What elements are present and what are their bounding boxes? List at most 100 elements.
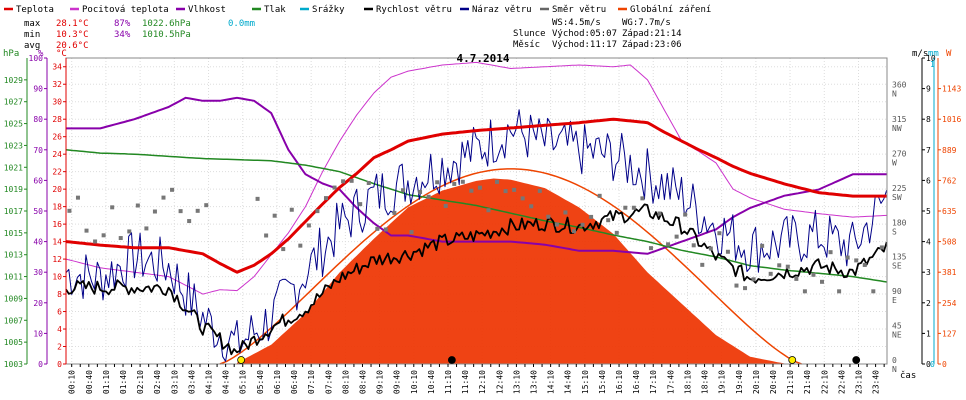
wind-direction-point	[178, 209, 183, 214]
wind-direction-point	[152, 209, 157, 214]
legend-item: Globální záření	[630, 5, 711, 15]
axis-tick-label: 1015	[4, 229, 23, 238]
axis-units: hPa % °C m/s mm W	[3, 49, 952, 59]
x-tick-label: 10:40	[427, 370, 436, 394]
legend-item: Směr větru	[552, 5, 606, 15]
direction-label: N	[892, 90, 897, 99]
astro-sun-rise: Východ:05:07	[552, 29, 617, 39]
astro-sun-label: Slunce	[513, 29, 546, 39]
wind-direction-point	[563, 210, 568, 215]
stat-min-hum: 34%	[114, 30, 131, 40]
wind-direction-point	[845, 255, 850, 260]
chart-title: 4.7.2014	[457, 52, 510, 65]
wind-direction-point	[606, 218, 611, 223]
axis-tick-label: 18	[52, 203, 62, 212]
astro-moon-rise: Východ:11:17	[552, 40, 617, 50]
wind-direction-point	[110, 205, 115, 210]
wind-direction-point	[418, 189, 423, 194]
astro-block: WS:4.5m/s WG:7.7m/s Slunce Východ:05:07 …	[513, 18, 682, 50]
wind-direction-point	[315, 209, 320, 214]
stat-min-label: min	[24, 30, 40, 40]
x-tick-label: 23:40	[872, 370, 881, 394]
x-tick-label: 13:10	[512, 370, 521, 394]
wind-direction-point	[623, 205, 628, 210]
x-tick-label: 15:10	[581, 370, 590, 394]
wind-direction-point	[255, 196, 260, 201]
wind-direction-point	[820, 279, 825, 284]
axis-tick-label: 0	[930, 360, 935, 369]
x-tick-label: 09:10	[376, 370, 385, 394]
wind-direction-point	[520, 196, 525, 201]
astro-ws: WS:4.5m/s	[552, 18, 601, 28]
direction-label: E	[892, 296, 897, 305]
wind-direction-point	[84, 228, 89, 233]
axis-tick-label: 1011	[4, 273, 23, 282]
wind-direction-point	[272, 213, 277, 218]
wind-direction-point	[871, 289, 876, 294]
wind-direction-point	[306, 223, 311, 228]
axis-tick-label: 1025	[4, 120, 23, 129]
axis-tick-label: 8	[926, 115, 931, 124]
wind-direction-point	[503, 189, 508, 194]
unit-mm: mm	[928, 49, 939, 59]
wind-direction-point	[657, 211, 662, 216]
axis-tick-label: 1016	[942, 115, 961, 124]
wind-direction-point	[794, 276, 799, 281]
wind-direction-point	[674, 234, 679, 239]
wind-direction-point	[127, 229, 132, 234]
series-rychlost-v-tru	[65, 203, 888, 356]
wind-direction-point	[392, 210, 397, 215]
x-tick-label: 19:10	[718, 370, 727, 394]
x-tick-label: 06:40	[290, 370, 299, 394]
stat-min-temp: 10.3°C	[56, 30, 89, 40]
legend-item: Rychlost větru	[376, 5, 452, 15]
wind-direction-point	[589, 214, 594, 219]
axis-tick-label: 30	[33, 268, 43, 277]
wind-direction-point	[400, 188, 405, 193]
wind-direction-point	[383, 227, 388, 232]
direction-degree-label: 0	[892, 356, 897, 365]
direction-label: W	[892, 158, 897, 167]
wind-direction-point	[204, 203, 209, 208]
wind-direction-point	[725, 249, 730, 254]
wind-direction-point	[135, 203, 140, 208]
wind-direction-point	[854, 258, 859, 263]
wind-direction-point	[537, 188, 542, 193]
wind-direction-point	[435, 180, 440, 185]
direction-degree-label: 225	[892, 184, 907, 193]
astro-moon-set: Západ:23:06	[622, 40, 682, 50]
axis-tick-label: 1021	[4, 163, 23, 172]
unit-ms: m/s	[912, 49, 928, 59]
wind-direction-point	[837, 289, 842, 294]
wind-direction-point	[349, 178, 354, 183]
axis-tick-label: 5	[926, 207, 931, 216]
axis-tick-label: 1019	[4, 185, 23, 194]
wind-direction-point	[751, 277, 756, 282]
axis-tick-label: 50	[33, 207, 43, 216]
stats-block: max 28.1°C 87% 1022.6hPa 0.0mm min 10.3°…	[24, 19, 255, 51]
wind-direction-point	[443, 203, 448, 208]
wind-direction-point	[195, 208, 200, 213]
wind-direction-point	[281, 247, 286, 252]
wind-direction-point	[289, 207, 294, 212]
direction-label: S	[892, 227, 897, 236]
wind-direction-point	[409, 230, 414, 235]
unit-w: W	[946, 49, 952, 59]
axis-tick-label: 26	[52, 133, 62, 142]
direction-degree-label: 360	[892, 81, 907, 90]
wind-direction-point	[768, 271, 773, 276]
x-tick-label: 19:40	[735, 370, 744, 394]
x-tick-label: 16:10	[615, 370, 624, 394]
axis-tick-label: 8	[57, 290, 62, 299]
x-tick-label: 14:40	[564, 370, 573, 394]
axis-tick-label: 1007	[4, 316, 23, 325]
x-tick-label: 16:40	[632, 370, 641, 394]
x-tick-label: 22:10	[820, 370, 829, 394]
wind-direction-point	[631, 205, 636, 210]
stat-max-rain: 0.0mm	[228, 19, 255, 29]
wind-direction-point	[571, 229, 576, 234]
axis-tick-label: 4	[57, 325, 62, 334]
axis-tick-label: 4	[926, 238, 931, 247]
